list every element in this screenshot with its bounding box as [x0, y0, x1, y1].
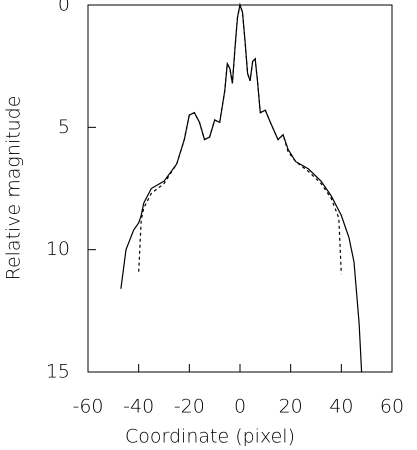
plot-frame	[87, 4, 393, 373]
data-line	[120, 2, 363, 373]
y-tick-label: 15	[46, 361, 70, 383]
x-tick-label: 60	[380, 396, 404, 418]
y-axis-title: Relative magnitude	[3, 96, 25, 281]
y-tick-label: 5	[58, 116, 70, 138]
x-axis-title: Coordinate (pixel)	[125, 426, 295, 448]
x-tick-label: 40	[329, 396, 353, 418]
y-tick-label: 0	[58, 0, 70, 16]
x-tick-label: -60	[72, 396, 103, 418]
data-line	[138, 2, 342, 275]
x-tick-label: 20	[279, 396, 303, 418]
x-tick-label: -40	[123, 396, 154, 418]
x-tick-label: 0	[234, 396, 246, 418]
y-tick-label: 10	[46, 238, 70, 260]
x-tick-label: -20	[174, 396, 205, 418]
